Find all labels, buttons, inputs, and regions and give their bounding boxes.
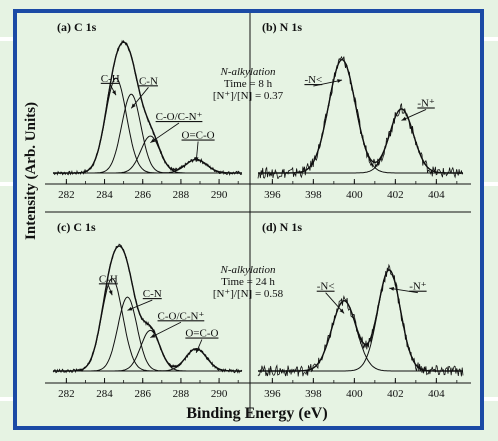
peak-arrow xyxy=(150,321,182,339)
peak-label: C-H xyxy=(99,273,118,285)
fitted-envelope xyxy=(53,41,242,174)
x-tick-label: 282 xyxy=(58,189,75,201)
peak-arrowhead xyxy=(194,157,199,162)
panel-note-line: N-alkylation xyxy=(220,66,276,78)
component-peak xyxy=(258,269,463,372)
raw-spectrum xyxy=(52,243,243,374)
peak-arrowhead xyxy=(108,290,113,296)
x-tick-label: 404 xyxy=(428,189,445,201)
x-tick-label: 400 xyxy=(346,189,363,201)
peak-label: C-O/C-N⁺ xyxy=(158,310,205,322)
component-peak xyxy=(258,59,463,174)
peak-arrowhead xyxy=(127,306,133,311)
peak-arrowhead xyxy=(150,138,156,143)
peak-label: C-O/C-N⁺ xyxy=(156,111,203,123)
xps-figure: (a) C 1s 282 284 286 288 290 C-H C-N C-O/C-N⁺ O=C… xyxy=(23,13,471,422)
peak-label: -N< xyxy=(304,74,322,86)
panel-title-d: (d) N 1s xyxy=(262,220,302,234)
peak-label: C-H xyxy=(101,73,120,85)
peak-label: C-N xyxy=(139,75,158,87)
x-tick-label: 286 xyxy=(134,388,151,400)
x-tick-label: 402 xyxy=(387,189,404,201)
panel-note-line: Time = 24 h xyxy=(221,276,275,288)
panel-c: (c) C 1s 282 284 286 288 290 C-H C-N C-O/C-N⁺ O=C… xyxy=(52,220,243,400)
peak-arrowhead xyxy=(337,79,343,83)
peak-label: C-N xyxy=(143,288,162,300)
panel-d: (d) N 1s 396 398 400 402 404 -N< -N⁺ N-alkylatio… xyxy=(213,220,464,400)
x-tick-label: 404 xyxy=(428,388,445,400)
component-peak xyxy=(53,348,242,372)
x-tick-label: 284 xyxy=(96,388,113,400)
x-tick-label: 396 xyxy=(264,388,281,400)
x-tick-label: 282 xyxy=(58,388,75,400)
panel-title-a: (a) C 1s xyxy=(57,20,97,34)
peak-label: O=C-O xyxy=(185,328,218,340)
raw-spectrum xyxy=(257,55,464,179)
y-axis-label: Intensity (Arb. Units) xyxy=(23,102,39,240)
x-tick-label: 290 xyxy=(211,388,228,400)
figure-frame: (a) C 1s 282 284 286 288 290 C-H C-N C-O/C-N⁺ O=C… xyxy=(13,9,484,430)
x-tick-label: 288 xyxy=(173,388,190,400)
component-peak xyxy=(258,108,463,174)
x-tick-label: 400 xyxy=(346,388,363,400)
peak-arrowhead xyxy=(196,347,200,353)
peak-arrowhead xyxy=(150,333,156,338)
x-tick-label: 398 xyxy=(305,388,322,400)
peak-arrowhead xyxy=(389,286,395,291)
x-tick-label: 284 xyxy=(96,189,113,201)
peak-arrowhead xyxy=(339,308,345,314)
peak-arrow xyxy=(313,79,343,87)
panel-b: (b) N 1s 396 398 400 402 404 -N< -N⁺ N-alkylatio… xyxy=(213,20,464,201)
x-tick-label: 396 xyxy=(264,189,281,201)
panel-note-line: [N⁺]/[N] = 0.37 xyxy=(213,90,284,102)
peak-arrow xyxy=(325,292,345,314)
x-tick-label: 288 xyxy=(173,189,190,201)
x-tick-label: 398 xyxy=(305,189,322,201)
panel-note-line: [N⁺]/[N] = 0.58 xyxy=(213,288,284,300)
peak-arrowhead xyxy=(131,103,136,109)
peak-arrowhead xyxy=(112,90,116,96)
peak-label: -N⁺ xyxy=(409,281,427,293)
fitted-envelope xyxy=(258,59,463,174)
panel-title-c: (c) C 1s xyxy=(57,220,96,234)
panel-note-line: N-alkylation xyxy=(220,264,276,276)
x-tick-label: 286 xyxy=(134,189,151,201)
panel-note-line: Time = 8 h xyxy=(224,78,273,90)
peak-label: O=C-O xyxy=(182,130,215,142)
peak-arrow xyxy=(150,122,180,144)
panels: (a) C 1s 282 284 286 288 290 C-H C-N C-O/C-N⁺ O=C… xyxy=(45,13,471,418)
peak-arrow xyxy=(389,287,418,294)
peak-label: -N⁺ xyxy=(417,97,435,109)
fitted-envelope xyxy=(258,269,463,372)
fitted-envelope xyxy=(53,245,242,372)
panel-a: (a) C 1s 282 284 286 288 290 C-H C-N C-O/C-N⁺ O=C… xyxy=(52,20,243,201)
panel-title-b: (b) N 1s xyxy=(262,20,302,34)
x-tick-label: 290 xyxy=(211,189,228,201)
x-axis-label: Binding Energy (eV) xyxy=(186,405,327,422)
component-peak xyxy=(258,300,463,372)
peak-label: -N< xyxy=(317,281,335,293)
peak-arrowhead xyxy=(401,116,407,121)
x-tick-label: 402 xyxy=(387,388,404,400)
raw-spectrum xyxy=(257,263,464,377)
